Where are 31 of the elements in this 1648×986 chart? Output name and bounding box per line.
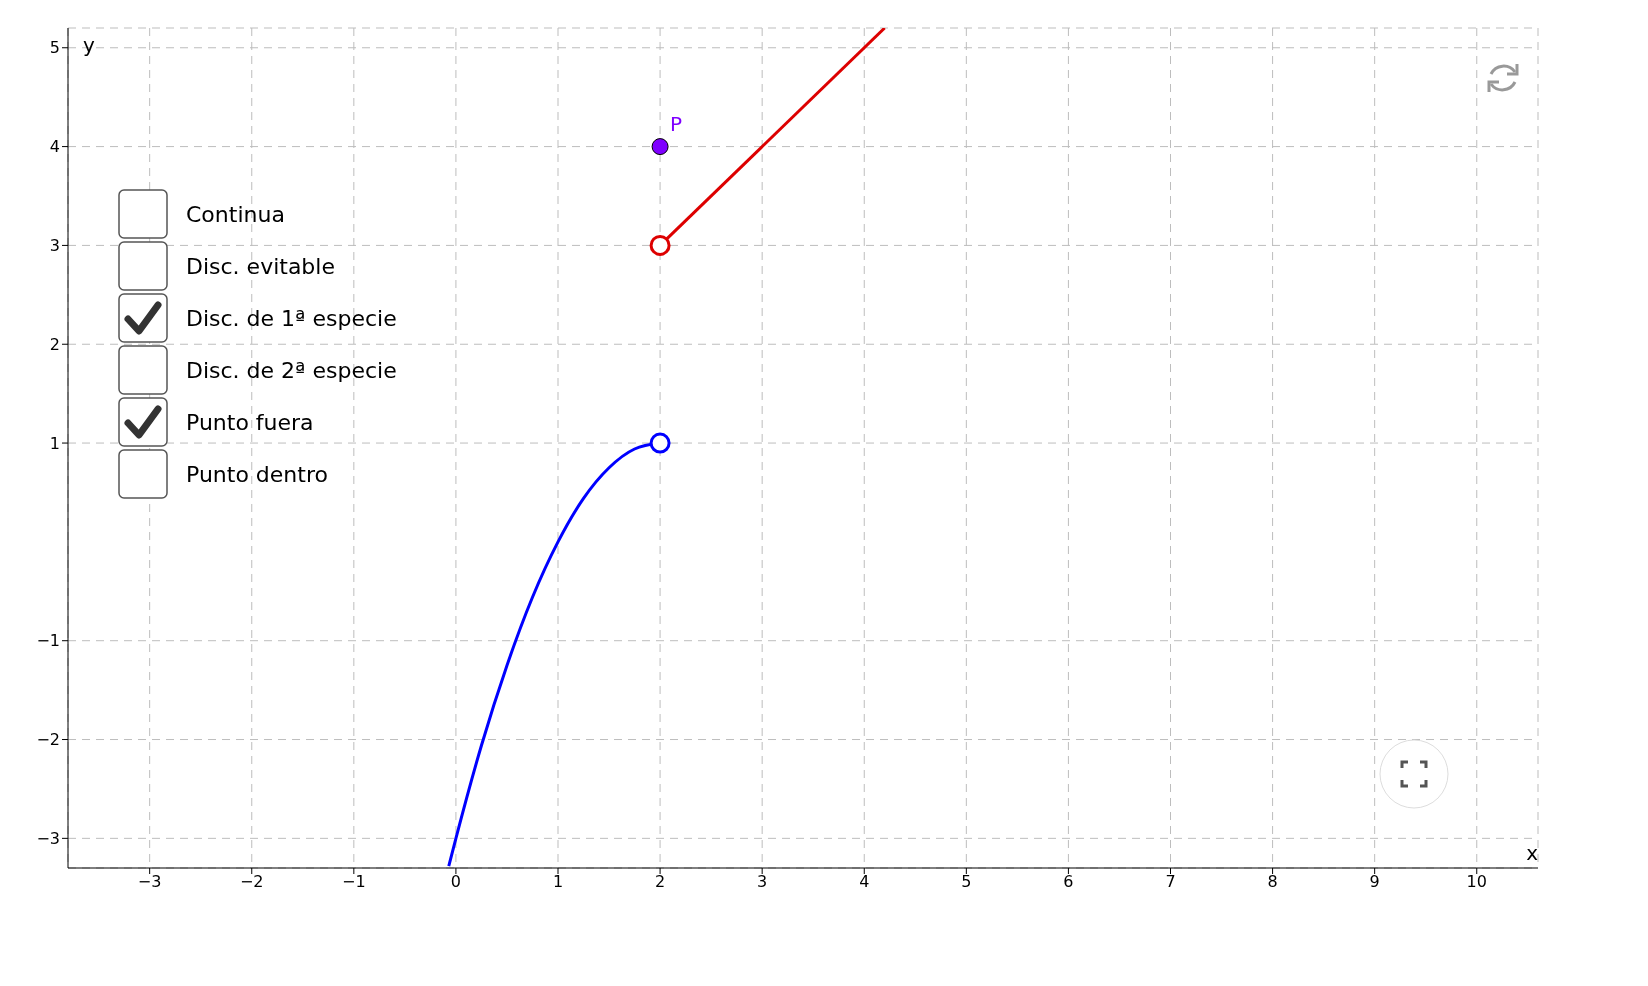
annotation: Punto fuera <box>186 409 314 435</box>
annotation: Disc. de 2ª especie <box>186 357 397 383</box>
y-tick-label: 1 <box>49 433 60 453</box>
x-tick-label: 4 <box>859 872 870 892</box>
annotation: Disc. evitable <box>186 253 335 279</box>
x-tick-label: −3 <box>137 872 162 892</box>
x-tick-label: 0 <box>450 872 462 892</box>
x-axis-title: x <box>1526 841 1539 865</box>
x-tick-label: 8 <box>1267 872 1278 892</box>
x-tick-label: 5 <box>961 872 972 892</box>
y-tick-label: 2 <box>49 334 60 354</box>
y-tick-label: −1 <box>36 631 60 651</box>
y-tick-label: 4 <box>49 137 60 157</box>
x-tick-label: −1 <box>342 872 366 892</box>
x-tick-label: −2 <box>239 872 264 892</box>
y-tick-label: 3 <box>49 236 60 256</box>
y-tick-label: −2 <box>36 730 60 750</box>
annotation: Punto dentro <box>186 461 328 487</box>
x-tick-label: 7 <box>1165 872 1176 892</box>
x-tick-label: 3 <box>757 872 768 892</box>
x-tick-label: 10 <box>1466 872 1487 892</box>
annotation: Disc. de 1ª especie <box>186 305 397 331</box>
y-axis-title: y <box>83 33 95 58</box>
x-tick-label: 1 <box>552 872 564 892</box>
series-label: P <box>670 111 683 136</box>
x-tick-label: 6 <box>1063 872 1074 892</box>
annotation: Continua <box>186 201 285 227</box>
x-tick-label: 2 <box>654 872 666 892</box>
y-tick-label: 5 <box>49 38 60 58</box>
y-tick-label: −3 <box>36 829 60 849</box>
x-tick-label: 9 <box>1369 872 1380 892</box>
